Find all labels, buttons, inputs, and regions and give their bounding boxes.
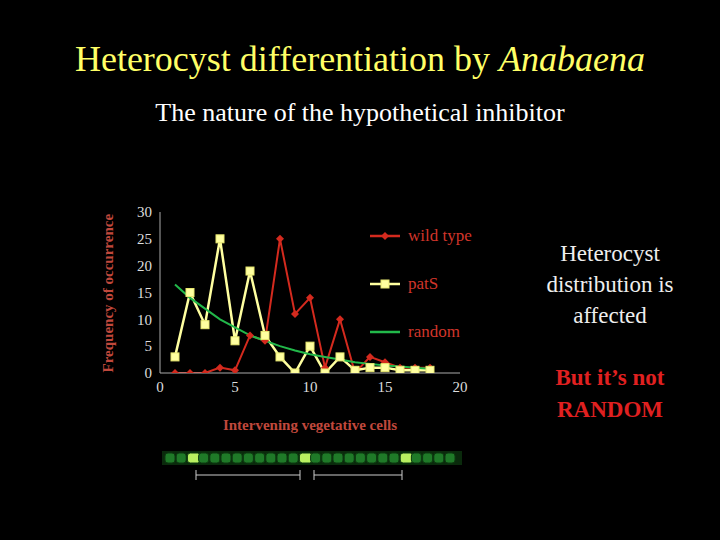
html-text:But it’s not RANDOM: But it’s not RANDOM bbox=[555, 365, 665, 422]
svg-text:0: 0 bbox=[145, 365, 153, 381]
svg-text:20: 20 bbox=[453, 379, 468, 395]
svg-text:10: 10 bbox=[137, 312, 152, 328]
html-text:patS: patS bbox=[408, 274, 439, 293]
html-text:The nature of the hypothetical: The nature of the hypothetical inhibitor bbox=[155, 98, 565, 127]
html-text:random: random bbox=[408, 322, 460, 341]
svg-text:20: 20 bbox=[137, 258, 152, 274]
svg-text:25: 25 bbox=[137, 231, 152, 247]
svg-text:5: 5 bbox=[145, 338, 153, 354]
html-text:Heterocyst distribution is aff: Heterocyst distribution is affected bbox=[546, 241, 674, 328]
svg-text:0: 0 bbox=[156, 379, 164, 395]
svg-text:15: 15 bbox=[378, 379, 393, 395]
svg-text:Frequency of occurrence: Frequency of occurrence bbox=[100, 214, 116, 373]
svg-text:15: 15 bbox=[137, 285, 152, 301]
html-text:wild type: wild type bbox=[408, 226, 472, 245]
svg-text:10: 10 bbox=[303, 379, 318, 395]
svg-text:Intervening vegetative cells: Intervening vegetative cells bbox=[223, 417, 397, 433]
svg-text:5: 5 bbox=[231, 379, 239, 395]
svg-text:30: 30 bbox=[137, 204, 152, 220]
html-text:Heterocyst differentiation by: Heterocyst differentiation by Anabaena bbox=[74, 39, 646, 79]
